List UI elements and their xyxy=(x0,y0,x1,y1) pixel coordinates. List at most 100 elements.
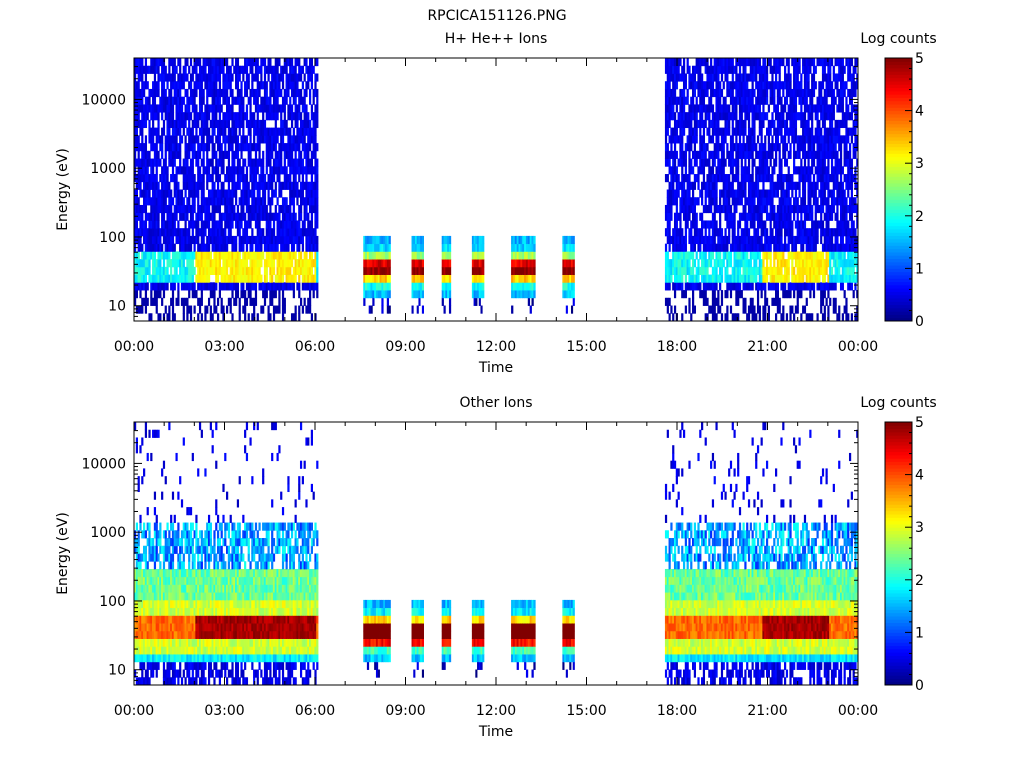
heatmap-cell xyxy=(177,235,180,245)
heatmap-cell xyxy=(285,58,288,67)
heatmap-cell xyxy=(207,220,211,229)
heatmap-cell xyxy=(289,266,292,275)
heatmap-cell xyxy=(572,297,575,306)
heatmap-cell xyxy=(377,266,380,275)
heatmap-cell xyxy=(182,96,185,105)
heatmap-cell xyxy=(152,158,155,167)
heatmap-cell xyxy=(773,81,776,90)
heatmap-cell xyxy=(686,251,689,260)
heatmap-cell xyxy=(271,65,274,74)
heatmap-cell xyxy=(171,259,175,268)
heatmap-cell xyxy=(717,112,720,121)
heatmap-cell xyxy=(290,135,294,144)
heatmap-cell xyxy=(211,189,214,198)
heatmap-cell xyxy=(668,135,671,144)
heatmap-cell xyxy=(473,266,476,275)
heatmap-cell xyxy=(312,181,315,190)
heatmap-cell xyxy=(702,158,706,167)
heatmap-cell xyxy=(272,313,276,322)
heatmap-cell xyxy=(251,228,254,237)
heatmap-cell xyxy=(791,235,794,245)
heatmap-cell xyxy=(374,274,377,283)
heatmap-cell xyxy=(289,228,292,237)
heatmap-cell xyxy=(272,282,276,291)
heatmap-cell xyxy=(753,119,756,129)
heatmap-cell xyxy=(144,274,148,283)
heatmap-cell xyxy=(233,282,236,291)
heatmap-cell xyxy=(787,266,790,275)
heatmap-cell xyxy=(186,112,189,121)
heatmap-cell xyxy=(778,297,781,306)
heatmap-cell xyxy=(796,88,799,98)
heatmap-cell xyxy=(236,274,240,283)
heatmap-cell xyxy=(762,96,765,105)
heatmap-cell xyxy=(688,158,691,167)
heatmap-cell xyxy=(134,189,137,198)
heatmap-cell xyxy=(262,181,265,190)
heatmap-cell xyxy=(198,58,202,67)
heatmap-cell xyxy=(290,259,294,268)
heatmap-cell xyxy=(715,119,718,129)
heatmap-cell xyxy=(755,81,758,90)
heatmap-cell xyxy=(213,143,216,152)
heatmap-cell xyxy=(753,212,756,221)
heatmap-cell xyxy=(793,119,796,129)
heatmap-cell xyxy=(244,313,247,322)
heatmap-cell xyxy=(715,297,718,306)
heatmap-cell xyxy=(668,181,671,190)
heatmap-cell xyxy=(159,274,162,283)
heatmap-cell xyxy=(692,96,695,105)
heatmap-cell xyxy=(765,150,769,159)
heatmap-cell xyxy=(171,174,175,183)
heatmap-cell xyxy=(254,88,258,98)
heatmap-cell xyxy=(189,243,193,252)
heatmap-cell xyxy=(675,96,678,105)
heatmap-cell xyxy=(155,150,158,159)
heatmap-cell xyxy=(253,181,256,190)
heatmap-cell xyxy=(702,297,706,306)
heatmap-cell xyxy=(211,81,214,90)
heatmap-cell xyxy=(299,266,303,275)
heatmap-cell xyxy=(733,104,736,113)
heatmap-cell xyxy=(278,251,281,260)
heatmap-cell xyxy=(782,189,785,198)
heatmap-cell xyxy=(771,228,774,237)
heatmap-cell xyxy=(274,204,277,214)
heatmap-cell xyxy=(281,290,285,299)
heatmap-cell xyxy=(309,197,312,206)
heatmap-cell xyxy=(227,73,231,82)
heatmap-cell xyxy=(283,266,286,275)
heatmap-cell xyxy=(794,119,798,129)
heatmap-cell xyxy=(762,73,765,82)
heatmap-cell xyxy=(682,266,686,275)
heatmap-cell xyxy=(751,235,754,245)
heatmap-cell xyxy=(693,104,696,113)
heatmap-cell xyxy=(253,251,256,260)
heatmap-cell xyxy=(229,282,232,291)
heatmap-cell xyxy=(314,135,317,144)
heatmap-cell xyxy=(281,274,285,283)
heatmap-cell xyxy=(256,313,259,322)
heatmap-cell xyxy=(148,313,151,322)
heatmap-cell xyxy=(511,282,514,291)
heatmap-cell xyxy=(236,112,240,121)
heatmap-cell xyxy=(285,266,288,275)
heatmap-cell xyxy=(664,274,668,283)
heatmap-cell xyxy=(233,112,236,121)
heatmap-cell xyxy=(751,220,754,229)
heatmap-cell xyxy=(271,88,274,98)
heatmap-cell xyxy=(301,65,304,74)
heatmap-cell xyxy=(198,166,202,175)
heatmap-cell xyxy=(719,235,722,245)
heatmap-cell xyxy=(247,282,250,291)
heatmap-cell xyxy=(726,88,729,98)
heatmap-cell xyxy=(679,119,682,129)
heatmap-cell xyxy=(764,158,767,167)
heatmap-cell xyxy=(684,220,687,229)
heatmap-cell xyxy=(733,235,736,245)
heatmap-cell xyxy=(159,251,162,260)
heatmap-cell xyxy=(672,127,675,136)
heatmap-cell xyxy=(287,127,290,136)
heatmap-cell xyxy=(141,204,144,214)
heatmap-cell xyxy=(211,259,214,268)
